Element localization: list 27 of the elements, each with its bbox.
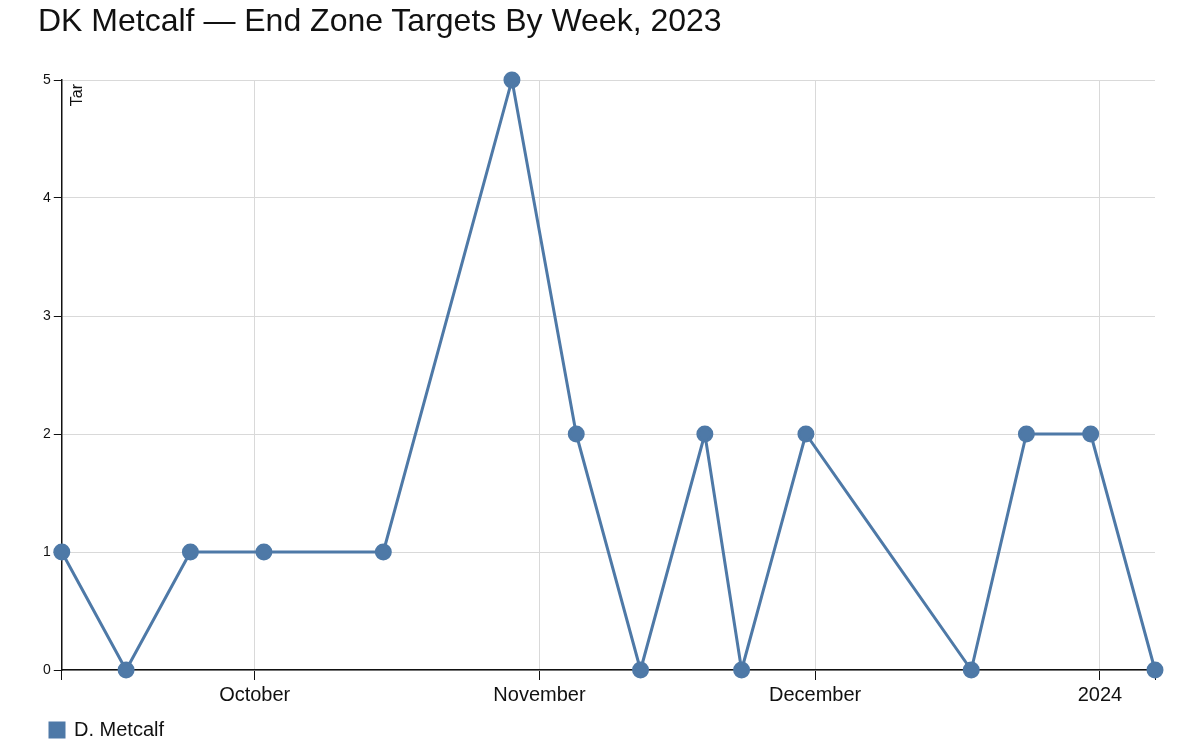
point (632, 661, 650, 679)
point (1017, 425, 1035, 443)
y-tick-label: 4 (42, 188, 51, 205)
y-tick-label: 1 (42, 542, 51, 559)
y-tick-label: 5 (42, 70, 51, 87)
point (181, 543, 199, 561)
point (797, 425, 815, 443)
x-tick-label: November (493, 682, 586, 705)
point (696, 425, 714, 443)
point (255, 543, 273, 561)
y-tick-label: 3 (42, 306, 51, 323)
point (374, 543, 392, 561)
point (962, 661, 980, 679)
y-axis-title: Tar (68, 83, 86, 107)
y-tick-label: 2 (42, 424, 51, 441)
point (733, 661, 751, 679)
point (1082, 425, 1100, 443)
x-tick-label: December (768, 682, 862, 705)
legend-label: D. Metcalf (74, 717, 165, 740)
x-tick-label: 2024 (1077, 682, 1123, 705)
point (53, 543, 71, 561)
chart-title: DK Metcalf — End Zone Targets By Week, 2023 (38, 2, 722, 39)
point (567, 425, 585, 443)
x-tick-label: October (219, 682, 291, 705)
point (503, 71, 521, 89)
point (117, 661, 135, 679)
y-tick-label: 0 (42, 660, 51, 677)
